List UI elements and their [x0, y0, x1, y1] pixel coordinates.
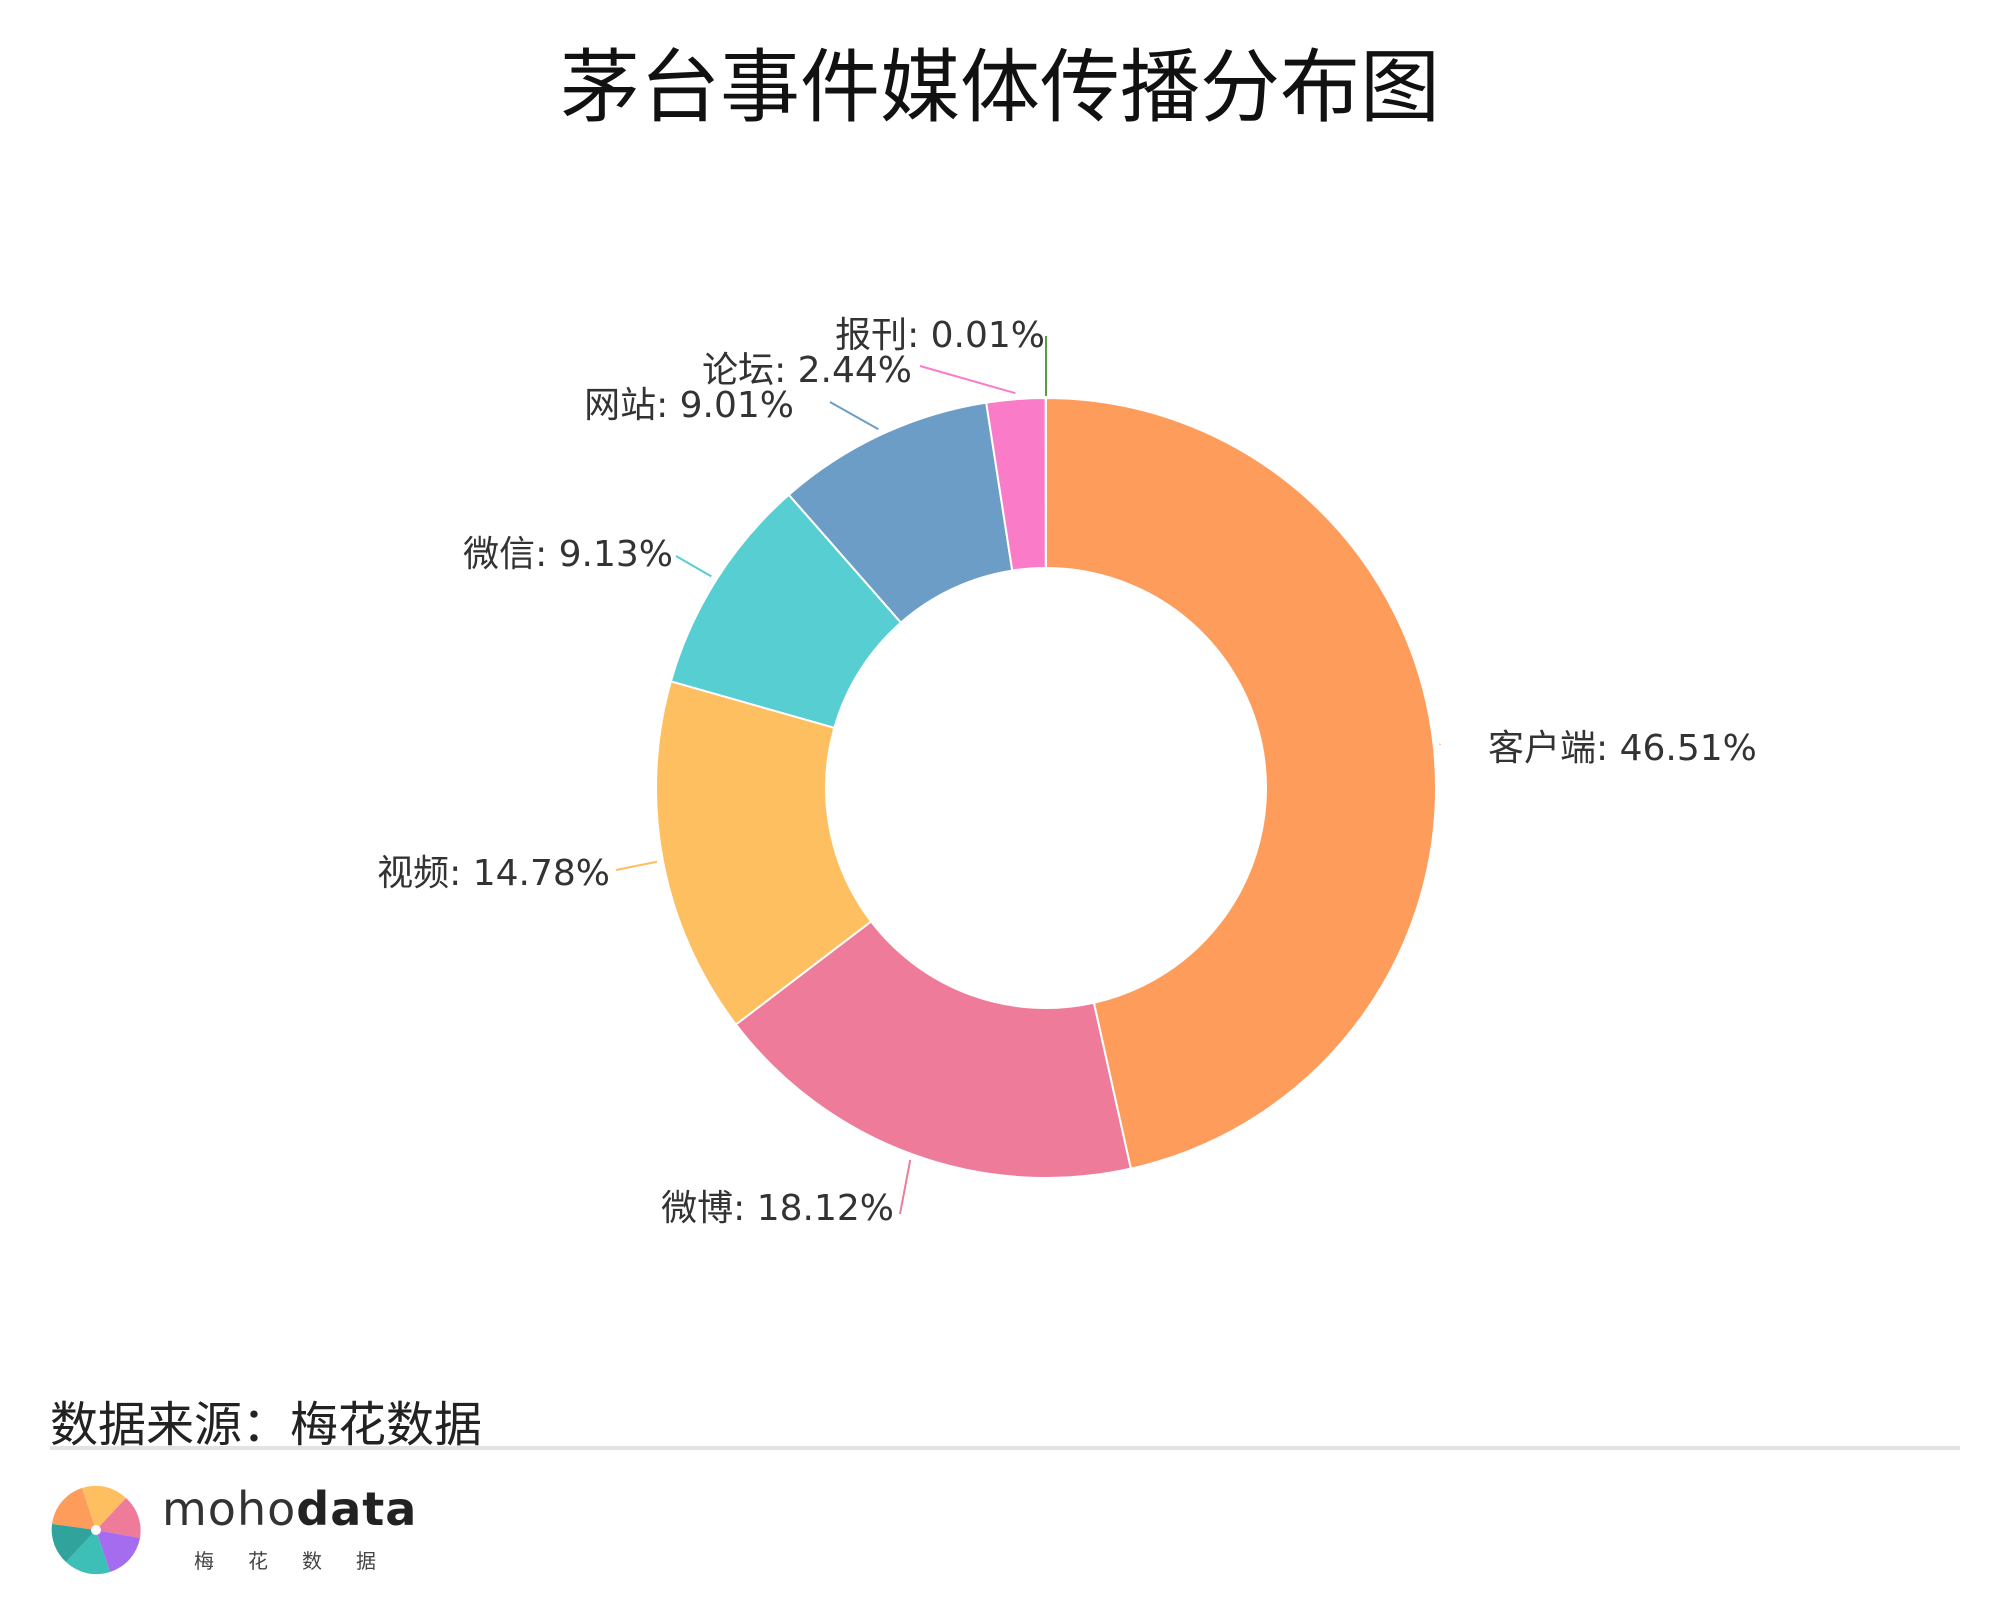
leader-line-网站	[829, 401, 879, 431]
slice-label-视频: 视频: 14.78%	[377, 853, 610, 894]
donut-chart: 客户端: 46.51% 微博: 18.12% 视频: 14.78% 微信: 9.13%…	[377, 315, 1757, 1229]
slice-label-网站: 网站: 9.01%	[584, 385, 794, 426]
leader-line-论坛	[919, 365, 1016, 395]
slice-视频	[655, 680, 873, 1026]
footer-divider	[50, 1446, 1960, 1450]
brand-wordmark-bold: data	[296, 1482, 418, 1536]
slice-label-报刊: 报刊: 0.01%	[835, 315, 1045, 356]
slice-微博	[734, 920, 1133, 1179]
brand-subtitle: 梅花数据	[194, 1549, 410, 1573]
chart-leader-lines	[615, 336, 1441, 1215]
brand-wordmark: mohodata	[162, 1482, 417, 1536]
chart-slices	[655, 396, 1437, 1179]
brand-wordmark-light: moho	[162, 1482, 297, 1536]
slice-label-客户端: 客户端: 46.51%	[1488, 728, 1757, 769]
leader-line-微博	[899, 1159, 912, 1215]
mohodata-logo-icon	[51, 1485, 141, 1575]
slice-label-微信: 微信: 9.13%	[463, 534, 673, 575]
chart-title: 茅台事件媒体传播分布图	[560, 41, 1440, 134]
leader-line-视频	[615, 860, 658, 871]
leader-line-微信	[675, 555, 712, 578]
slice-label-论坛: 论坛: 2.44%	[702, 350, 912, 391]
slice-客户端	[1045, 396, 1437, 1170]
chart-labels: 客户端: 46.51% 微博: 18.12% 视频: 14.78% 微信: 9.13%…	[377, 315, 1757, 1229]
slice-label-微博: 微博: 18.12%	[661, 1188, 894, 1229]
data-source-note: 数据来源：梅花数据	[50, 1397, 483, 1453]
